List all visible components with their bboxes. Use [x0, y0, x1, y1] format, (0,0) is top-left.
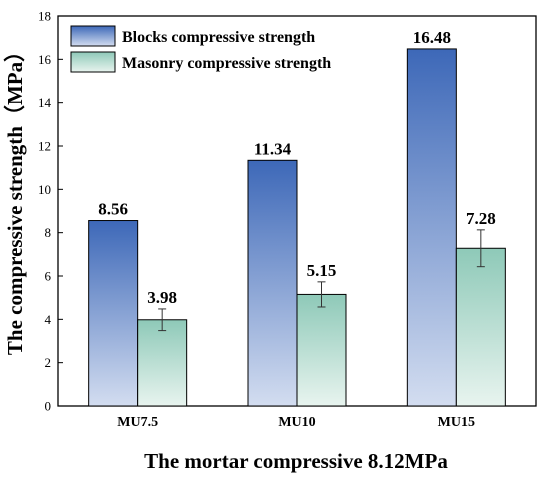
y-tick-label: 12 [38, 139, 51, 154]
x-tick-label: MU10 [278, 415, 315, 430]
y-tick-label: 10 [38, 182, 51, 197]
x-tick-label: MU15 [438, 415, 475, 430]
legend-swatch [70, 51, 116, 73]
y-tick-label: 8 [45, 225, 52, 240]
x-axis-title: The mortar compressive 8.12MPa [144, 449, 448, 473]
y-tick-label: 6 [45, 269, 52, 284]
y-tick-label: 4 [45, 312, 52, 327]
bar-blocks-mu10 [247, 159, 298, 407]
y-axis-title: The compressive strength（MPa） [3, 41, 27, 355]
bar-masonry-mu7-5 [137, 319, 188, 407]
legend-swatch [70, 25, 116, 47]
legend-label: Masonry compressive strength [122, 55, 331, 72]
data-label: 5.15 [307, 261, 337, 280]
data-label: 8.56 [98, 200, 128, 219]
bar-masonry-mu10 [296, 293, 347, 407]
legend-label: Blocks compressive strength [122, 29, 315, 46]
bar-masonry-mu15 [455, 247, 506, 407]
data-label: 11.34 [254, 139, 292, 158]
data-label: 16.48 [413, 28, 451, 47]
bar-blocks-mu15 [406, 48, 457, 407]
y-tick-label: 0 [45, 399, 52, 414]
bar-blocks-mu7-5 [88, 220, 139, 407]
y-tick-label: 16 [38, 52, 52, 67]
x-tick-label: MU7.5 [117, 415, 158, 430]
y-tick-label: 14 [38, 95, 52, 110]
data-label: 3.98 [147, 288, 177, 307]
data-label: 7.28 [466, 209, 496, 228]
y-tick-label: 2 [45, 355, 52, 370]
y-tick-label: 18 [38, 9, 51, 24]
